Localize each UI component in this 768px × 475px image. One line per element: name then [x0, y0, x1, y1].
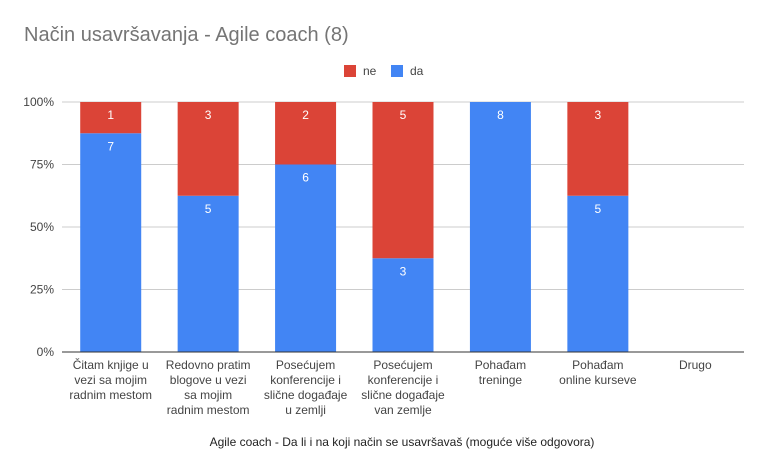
data-label-da: 5 — [595, 202, 602, 216]
chart-title: Način usavršavanja - Agile coach (8) — [24, 24, 349, 46]
bar-segment-ne — [275, 102, 337, 165]
bar-segment-da — [275, 164, 337, 352]
legend: ne da — [344, 64, 424, 78]
x-category-label: Drugo — [679, 358, 712, 372]
y-tick-label: 25% — [30, 283, 54, 297]
data-label-da: 6 — [302, 171, 309, 185]
legend-label-ne: ne — [363, 64, 377, 78]
bar-segment-da — [80, 133, 142, 352]
axes: 0% 25% 50% 75% 100% Čitam knjige u vezi sa moj… — [23, 95, 744, 417]
bar-segment-ne — [372, 102, 434, 259]
y-tick-label: 100% — [23, 95, 54, 109]
bar-segment-da — [372, 258, 434, 352]
x-category-label: Pohađam treninge — [475, 358, 526, 387]
data-label-da: 5 — [205, 202, 212, 216]
data-label-da: 8 — [497, 108, 504, 122]
bar-segment-ne — [177, 102, 239, 196]
y-tick-label: 75% — [30, 158, 54, 172]
data-label-ne: 5 — [400, 108, 407, 122]
bar-segment-da — [567, 195, 629, 352]
data-label-da: 7 — [107, 139, 114, 153]
data-label-da: 3 — [400, 264, 407, 278]
x-category-label: Čitam knjige u vezi sa mojim radnim mestom — [69, 357, 152, 402]
data-label-ne: 3 — [595, 108, 602, 122]
y-tick-label: 0% — [37, 345, 55, 359]
bar-segment-da — [177, 195, 239, 352]
bar-segment-ne — [567, 102, 629, 196]
x-category-label: Pohađam online kurseve — [559, 358, 637, 387]
data-label-ne: 1 — [107, 108, 114, 122]
legend-swatch-ne — [344, 65, 356, 77]
bar-segment-da — [469, 102, 531, 352]
data-label-ne: 3 — [205, 108, 212, 122]
y-tick-label: 50% — [30, 220, 54, 234]
bars — [80, 102, 629, 352]
x-axis-title: Agile coach - Da li i na koji način se u… — [210, 435, 595, 449]
x-category-label: Posećujem konferencije i slične događaje va… — [361, 358, 445, 417]
data-label-ne: 2 — [302, 108, 309, 122]
x-category-label: Redovno pratim blogove u vezi sa mojim radn… — [166, 358, 251, 417]
bar-segment-ne — [80, 102, 142, 134]
legend-swatch-da — [391, 65, 403, 77]
x-category-label: Posećujem konferencije i slične događaje u … — [264, 358, 348, 417]
legend-label-da: da — [410, 64, 424, 78]
data-labels: 7 1 5 3 6 2 3 5 8 5 3 — [107, 108, 601, 278]
